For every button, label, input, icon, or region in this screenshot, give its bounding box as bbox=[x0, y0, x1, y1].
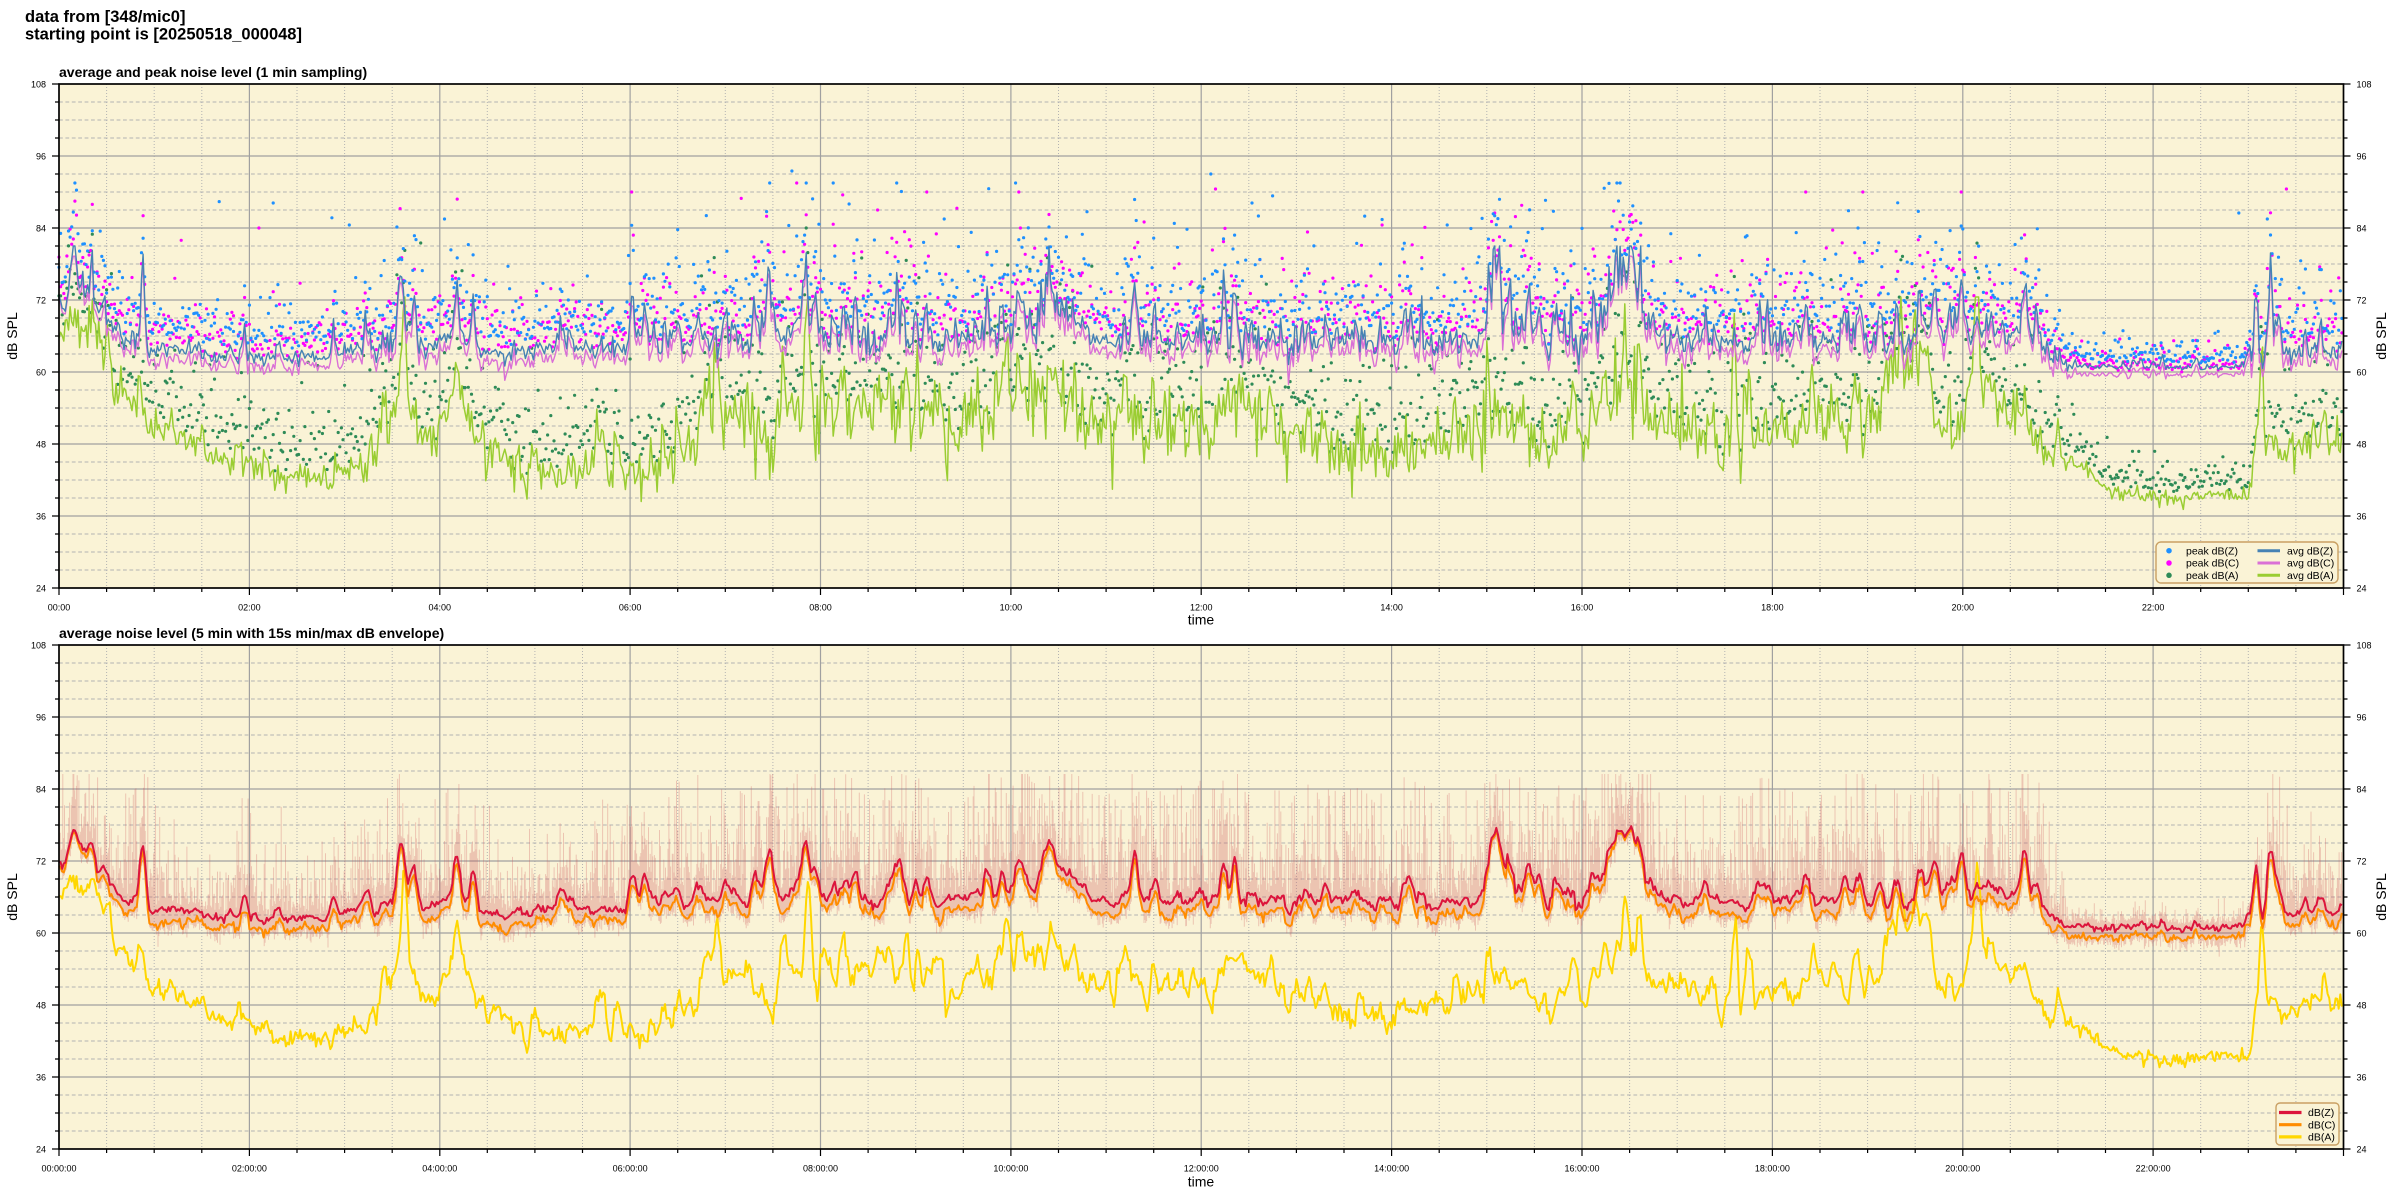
svg-text:96: 96 bbox=[36, 712, 46, 722]
svg-text:48: 48 bbox=[2357, 1000, 2367, 1010]
svg-text:peak dB(A): peak dB(A) bbox=[2186, 570, 2239, 582]
svg-text:avg dB(C): avg dB(C) bbox=[2287, 558, 2334, 570]
svg-text:02:00: 02:00 bbox=[238, 602, 261, 612]
svg-text:96: 96 bbox=[2357, 151, 2367, 161]
svg-text:24: 24 bbox=[36, 583, 46, 593]
svg-text:data from [348/mic0]: data from [348/mic0] bbox=[25, 8, 185, 26]
svg-text:36: 36 bbox=[2357, 511, 2367, 521]
svg-text:dB(C): dB(C) bbox=[2308, 1119, 2335, 1131]
svg-text:avg dB(Z): avg dB(Z) bbox=[2287, 545, 2333, 557]
svg-text:12:00:00: 12:00:00 bbox=[1184, 1163, 1219, 1173]
svg-text:108: 108 bbox=[2357, 79, 2372, 89]
svg-text:108: 108 bbox=[2357, 640, 2372, 650]
svg-text:04:00: 04:00 bbox=[428, 602, 451, 612]
svg-text:02:00:00: 02:00:00 bbox=[232, 1163, 267, 1173]
svg-text:84: 84 bbox=[2357, 223, 2367, 233]
svg-text:22:00:00: 22:00:00 bbox=[2136, 1163, 2171, 1173]
svg-text:08:00:00: 08:00:00 bbox=[803, 1163, 838, 1173]
svg-text:dB SPL: dB SPL bbox=[4, 312, 20, 360]
svg-text:84: 84 bbox=[36, 223, 46, 233]
svg-text:average noise level (5 min wit: average noise level (5 min with 15s min/… bbox=[59, 625, 444, 641]
svg-text:04:00:00: 04:00:00 bbox=[422, 1163, 457, 1173]
svg-text:08:00: 08:00 bbox=[809, 602, 832, 612]
svg-text:16:00: 16:00 bbox=[1571, 602, 1594, 612]
svg-text:96: 96 bbox=[36, 151, 46, 161]
svg-text:06:00:00: 06:00:00 bbox=[613, 1163, 648, 1173]
svg-text:starting point is [20250518_00: starting point is [20250518_000048] bbox=[25, 26, 302, 44]
svg-text:48: 48 bbox=[2357, 439, 2367, 449]
svg-text:48: 48 bbox=[36, 439, 46, 449]
svg-text:00:00:00: 00:00:00 bbox=[41, 1163, 76, 1173]
svg-text:06:00: 06:00 bbox=[619, 602, 642, 612]
svg-text:60: 60 bbox=[36, 928, 46, 938]
svg-text:peak dB(Z): peak dB(Z) bbox=[2186, 545, 2238, 557]
svg-text:24: 24 bbox=[2357, 583, 2367, 593]
svg-text:10:00:00: 10:00:00 bbox=[993, 1163, 1028, 1173]
svg-text:20:00:00: 20:00:00 bbox=[1945, 1163, 1980, 1173]
svg-text:dB SPL: dB SPL bbox=[4, 873, 20, 921]
svg-text:108: 108 bbox=[31, 79, 46, 89]
svg-text:10:00: 10:00 bbox=[1000, 602, 1023, 612]
svg-text:20:00: 20:00 bbox=[1951, 602, 1974, 612]
svg-text:dB(A): dB(A) bbox=[2308, 1132, 2335, 1144]
svg-text:18:00:00: 18:00:00 bbox=[1755, 1163, 1790, 1173]
svg-text:108: 108 bbox=[31, 640, 46, 650]
svg-text:22:00: 22:00 bbox=[2142, 602, 2165, 612]
svg-text:36: 36 bbox=[2357, 1072, 2367, 1082]
svg-text:72: 72 bbox=[36, 295, 46, 305]
svg-text:18:00: 18:00 bbox=[1761, 602, 1784, 612]
svg-text:14:00:00: 14:00:00 bbox=[1374, 1163, 1409, 1173]
svg-text:72: 72 bbox=[36, 856, 46, 866]
svg-text:36: 36 bbox=[36, 511, 46, 521]
svg-text:peak dB(C): peak dB(C) bbox=[2186, 558, 2239, 570]
svg-text:60: 60 bbox=[2357, 367, 2367, 377]
svg-text:72: 72 bbox=[2357, 295, 2367, 305]
svg-text:48: 48 bbox=[36, 1000, 46, 1010]
svg-text:84: 84 bbox=[36, 784, 46, 794]
svg-text:24: 24 bbox=[2357, 1144, 2367, 1154]
svg-text:average and peak noise level (: average and peak noise level (1 min samp… bbox=[59, 64, 367, 80]
svg-text:dB SPL: dB SPL bbox=[2373, 312, 2389, 360]
svg-text:24: 24 bbox=[36, 1144, 46, 1154]
svg-text:dB(Z): dB(Z) bbox=[2308, 1107, 2334, 1119]
svg-text:avg dB(A): avg dB(A) bbox=[2287, 570, 2334, 582]
svg-text:12:00: 12:00 bbox=[1190, 602, 1213, 612]
svg-text:dB SPL: dB SPL bbox=[2373, 873, 2389, 921]
svg-text:84: 84 bbox=[2357, 784, 2367, 794]
svg-text:14:00: 14:00 bbox=[1380, 602, 1403, 612]
svg-text:96: 96 bbox=[2357, 712, 2367, 722]
svg-text:60: 60 bbox=[2357, 928, 2367, 938]
svg-text:16:00:00: 16:00:00 bbox=[1564, 1163, 1599, 1173]
svg-text:00:00: 00:00 bbox=[48, 602, 71, 612]
svg-text:60: 60 bbox=[36, 367, 46, 377]
svg-text:time: time bbox=[1188, 1174, 1215, 1190]
svg-text:time: time bbox=[1188, 612, 1215, 628]
svg-text:36: 36 bbox=[36, 1072, 46, 1082]
svg-text:72: 72 bbox=[2357, 856, 2367, 866]
